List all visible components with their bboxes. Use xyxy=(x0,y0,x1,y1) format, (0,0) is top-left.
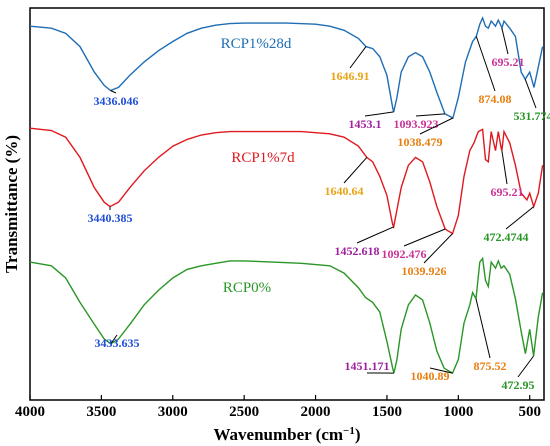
annotation-label-2: 1646.91 xyxy=(331,69,370,83)
x-tick-label-2500: 2500 xyxy=(229,404,259,420)
x-axis-title: Wavenumber (cm−1) xyxy=(214,425,361,444)
annotation-label-19: 875.52 xyxy=(474,359,507,373)
annotation-leader-16 xyxy=(110,334,118,345)
annotation-leader-14 xyxy=(501,150,508,185)
annotation-label-10: 1640.64 xyxy=(325,184,364,198)
annotation-label-14: 695.21 xyxy=(491,185,524,199)
annotation-leader-3 xyxy=(364,111,394,117)
x-tick-label-4000: 4000 xyxy=(15,404,45,420)
annotation-leader-7 xyxy=(501,28,509,55)
plot-border xyxy=(29,7,545,401)
annotation-label-9: 3440.385 xyxy=(88,211,133,225)
annotation-label-17: 1451.171 xyxy=(345,359,390,373)
annotation-leader-2 xyxy=(349,46,367,69)
x-tick-label-2000: 2000 xyxy=(301,404,331,420)
annotation-label-11: 1452.618 xyxy=(335,244,380,258)
annotation-leader-20 xyxy=(517,355,535,378)
series-label-rcp1-7d: RCP1%7d xyxy=(231,150,295,166)
plot-frame xyxy=(29,7,545,401)
annotation-leader-5 xyxy=(419,117,454,135)
annotation-label-7: 695.21 xyxy=(492,55,525,69)
annotation-leader-10 xyxy=(343,157,368,184)
annotation-label-8: 531.7747 xyxy=(514,109,550,123)
annotation-leader-15 xyxy=(505,206,535,230)
x-tick-label-500: 500 xyxy=(518,404,541,420)
annotation-leader-12 xyxy=(403,228,446,247)
annotation-label-20: 472.95 xyxy=(502,378,535,392)
annotation-leader-6 xyxy=(475,36,496,92)
x-tick-label-3500: 3500 xyxy=(86,404,116,420)
series-line-2 xyxy=(29,127,544,235)
annotation-label-6: 874.08 xyxy=(479,92,512,106)
series-line-1 xyxy=(29,16,544,120)
x-tick-label-3000: 3000 xyxy=(158,404,188,420)
x-tick-label-1500: 1500 xyxy=(372,404,402,420)
annotation-layer: 3436.046 1646.91 1453.1 1093.923 1038.479 874… xyxy=(88,28,550,392)
series-layer: RCP1%28d RCP1%7d RCP0% xyxy=(29,16,544,375)
annotation-label-13: 1039.926 xyxy=(402,264,447,278)
annotation-label-3: 1453.1 xyxy=(349,117,382,131)
annotation-label-5: 1038.479 xyxy=(398,135,443,149)
annotation-label-15: 472.4744 xyxy=(484,230,529,244)
annotation-label-16: 3433.635 xyxy=(95,336,140,350)
annotation-leader-19 xyxy=(475,298,491,359)
annotation-leader-1 xyxy=(110,90,117,94)
series-label-rcp1-28d: RCP1%28d xyxy=(221,36,292,52)
x-axis-ticks: 4000 3500 3000 2500 2000 1500 1000 500 xyxy=(15,395,541,420)
annotation-label-18: 1040.89 xyxy=(411,369,450,383)
series-label-rcp0: RCP0% xyxy=(223,280,271,296)
annotation-leader-4 xyxy=(415,113,445,117)
x-tick-label-1000: 1000 xyxy=(443,404,473,420)
annotation-leader-13 xyxy=(423,233,453,264)
annotation-leader-11 xyxy=(356,226,394,244)
annotation-label-1: 3436.046 xyxy=(94,94,139,108)
annotation-leader-8 xyxy=(524,79,537,109)
annotation-label-12: 1092.476 xyxy=(382,247,427,261)
y-axis-title: Transmittance (%) xyxy=(2,135,21,273)
series-line-3 xyxy=(29,256,544,375)
annotation-leader-18 xyxy=(429,367,453,374)
annotation-label-4: 1093.923 xyxy=(394,117,439,131)
